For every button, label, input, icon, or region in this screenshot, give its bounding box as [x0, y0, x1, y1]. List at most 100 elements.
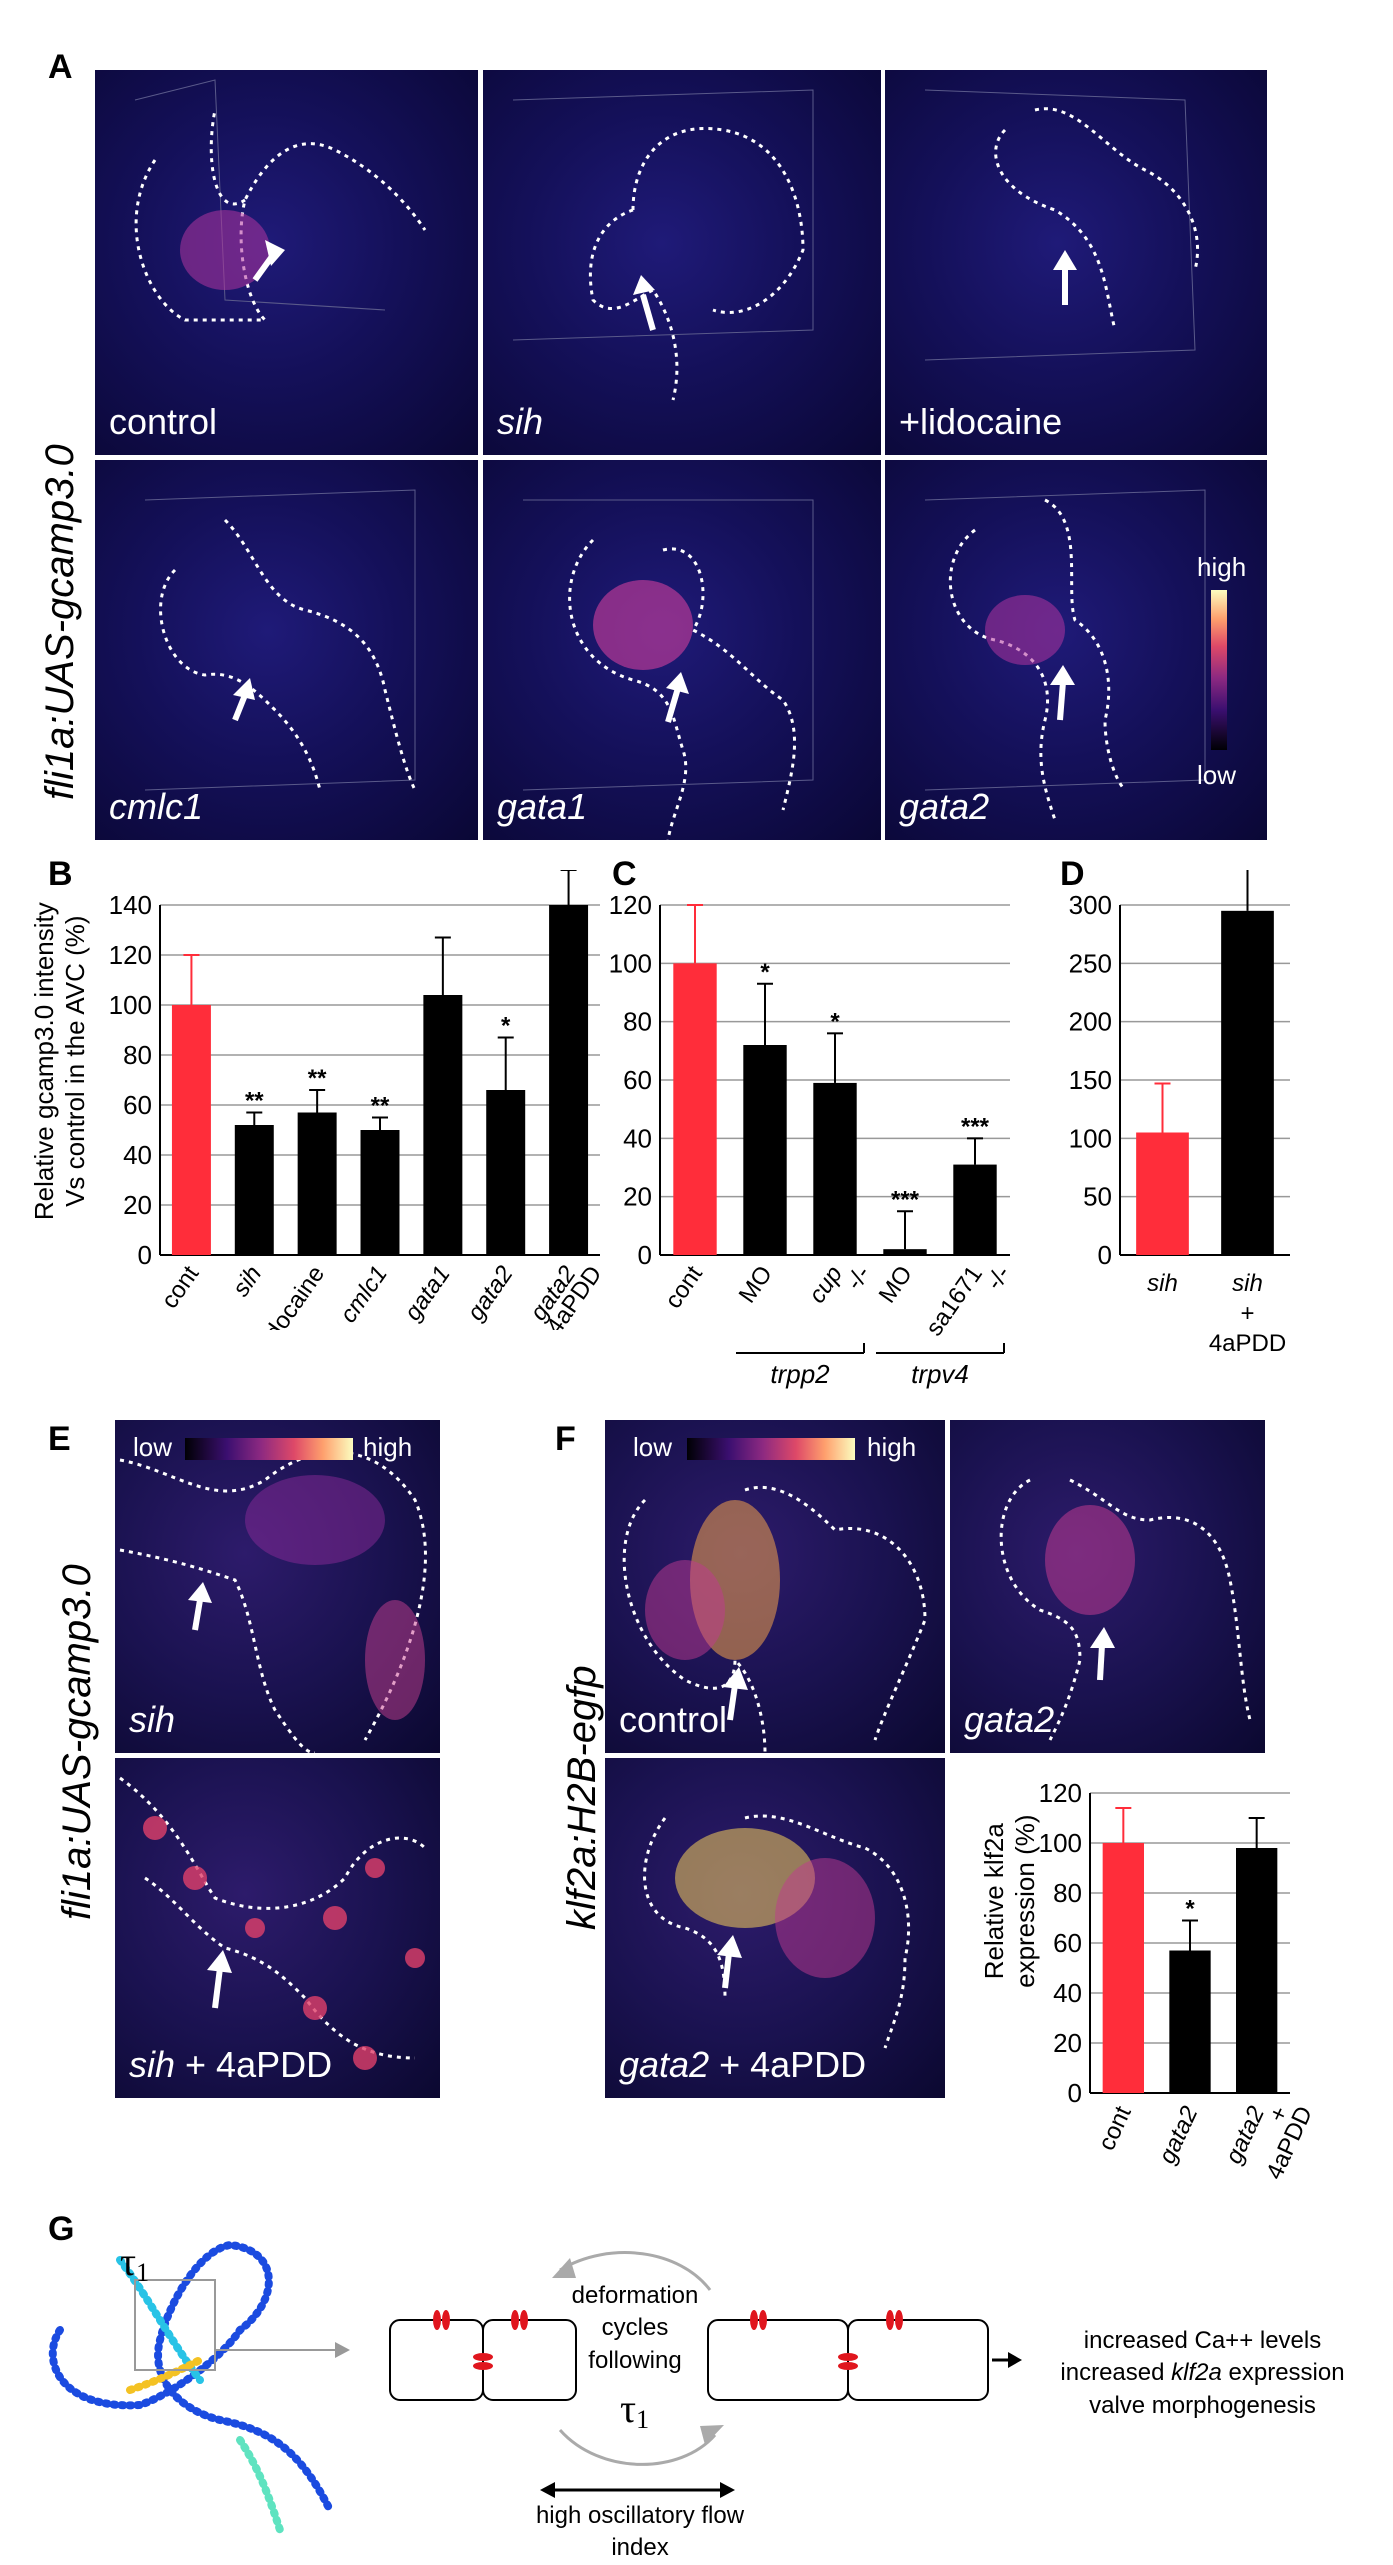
panel-a-y-label: fli1a:UAS-gcamp3.0: [38, 444, 82, 800]
y-tick-label: 120: [609, 890, 652, 920]
panel-label-f: F: [555, 1420, 576, 1458]
image-label-gata1: gata1: [497, 786, 588, 827]
panel-label-e: E: [48, 1420, 71, 1458]
micro-a-sih: sih: [483, 70, 881, 455]
panel-label-b: B: [48, 855, 73, 893]
y-tick-label: 100: [109, 990, 152, 1020]
x-tick-label: cont: [1093, 2102, 1137, 2155]
y-tick-label: 140: [109, 890, 152, 920]
bar: [549, 905, 589, 1255]
y-tick-label: 40: [1053, 1978, 1082, 2008]
x-tick-label: sih: [1232, 1270, 1263, 1297]
bar: [1221, 910, 1274, 1255]
image-label-control: control: [109, 401, 218, 442]
significance-label: **: [371, 1093, 390, 1120]
oscillatory-line-1: high oscillatory flow: [535, 2502, 745, 2529]
colorbar-e-high: high: [363, 1432, 413, 1462]
significance-label: **: [308, 1065, 327, 1092]
colorbar-e: [185, 1438, 353, 1460]
x-tick-label: 4aPDD: [1209, 1330, 1286, 1357]
y-tick-label: 0: [1068, 2078, 1082, 2108]
panel-f-y-label: klf2a:H2B-egfp: [560, 1665, 604, 1930]
deformation-cycles-text: deformation cycles following: [560, 2280, 710, 2377]
cycle-arc-top-head: [552, 2258, 576, 2278]
x-tick-label: cmlc1: [335, 1261, 393, 1328]
panel-label-c: C: [612, 855, 637, 893]
x-tick-label: MO: [734, 1261, 778, 1308]
chart-f: 0 20 40 60 80 100 120 * cont gata2 gata2 +4aPDD: [1030, 1768, 1350, 2193]
micro-e-sih-4apdd: sih + 4aPDD: [115, 1758, 440, 2098]
significance-label: *: [564, 870, 574, 872]
cycle-arc-bottom-head: [700, 2425, 724, 2445]
panel-f-y-axis-label-line1: Relative klf2a: [978, 1823, 1009, 1980]
bar: [1169, 1950, 1211, 2093]
bar: [234, 1125, 274, 1255]
bar: [883, 1249, 927, 1255]
panel-label-g: G: [48, 2210, 75, 2248]
x-tick-label: cont: [156, 1261, 204, 1314]
colorbar-a: [1211, 590, 1227, 750]
tau-symbol-middle: τ1: [620, 2386, 649, 2434]
y-tick-label: 0: [138, 1240, 152, 1270]
outcome-text: increased Ca++ levels increased klf2a ex…: [1030, 2325, 1375, 2422]
trajectory-zoom-arrowhead: [335, 2342, 350, 2358]
y-tick-label: 100: [609, 948, 652, 978]
significance-label: *: [830, 1008, 840, 1035]
image-label-e-4apdd-part: + 4aPDD: [175, 2044, 333, 2085]
group-trpp2-label: trpp2: [770, 1359, 830, 1389]
image-label-f-gata2-part: gata2: [619, 2044, 710, 2085]
y-tick-label: 60: [1053, 1928, 1082, 1958]
image-label-e-sih: sih: [129, 1699, 176, 1740]
y-tick-label: 100: [1069, 1123, 1112, 1153]
x-tick-label: -/-: [841, 1261, 876, 1295]
y-tick-label: 80: [123, 1040, 152, 1070]
chart-c: 0 20 40 60 80 100 120 * * *** *** cont MO cup -/- MO sa1…: [590, 870, 1050, 1415]
image-label-sih: sih: [497, 401, 544, 442]
x-tick-label: cont: [660, 1261, 708, 1314]
bar: [1102, 1843, 1144, 2093]
bar: [1236, 1848, 1278, 2093]
oscillatory-flow-text: high oscillatory flow index: [515, 2500, 765, 2565]
outcome-line-2b: klf2a: [1171, 2359, 1222, 2387]
outcome-arrowhead: [1008, 2352, 1022, 2368]
bar: [171, 1005, 211, 1255]
colorbar-a-low: low: [1197, 760, 1237, 790]
panel-b-y-label-line1: Relative gcamp3.0 intensity: [28, 902, 59, 1221]
trajectory-zoom-box: [134, 2279, 216, 2371]
chart-b-svg: 020406080100120140********contsihlidocai…: [109, 845, 608, 1354]
tau-middle-glyph: τ: [620, 2386, 636, 2431]
bar: [486, 1090, 526, 1255]
cycle-arc-bottom: [558, 2429, 717, 2466]
panel-g-svg: τ1 τ1: [48, 2239, 1022, 2534]
image-label-f-gata2: gata2: [964, 1699, 1055, 1740]
y-tick-label: 100: [1039, 1828, 1082, 1858]
outcome-line-2a: increased: [1060, 2359, 1172, 2387]
micro-e-sih: low high sih: [115, 1420, 440, 1753]
oscillation-arrow-left: [540, 2482, 555, 2498]
bar: [360, 1130, 400, 1255]
y-tick-label: 20: [623, 1182, 652, 1212]
group-trpv4-label: trpv4: [911, 1359, 969, 1389]
bar: [743, 1045, 787, 1255]
image-label-e-sih-4apdd: sih + 4aPDD: [129, 2044, 332, 2086]
significance-label: ***: [891, 1186, 920, 1213]
colorbar-a-high: high: [1197, 552, 1247, 582]
x-tick-label: lidocaine: [254, 1261, 330, 1330]
micro-f-control: low high control: [605, 1420, 945, 1753]
y-tick-label: 250: [1069, 948, 1112, 978]
panel-b-y-label: Relative gcamp3.0 intensity Vs control i…: [29, 891, 91, 1231]
x-tick-label: sih: [1147, 1270, 1178, 1297]
significance-label: *: [760, 959, 770, 986]
y-tick-label: 120: [1039, 1778, 1082, 1808]
cycle-arc-top: [559, 2251, 712, 2291]
image-label-e-sih-part: sih: [129, 2044, 176, 2085]
y-tick-label: 60: [623, 1065, 652, 1095]
y-tick-label: 120: [109, 940, 152, 970]
panel-label-a: A: [48, 48, 73, 86]
y-tick-label: 80: [1053, 1878, 1082, 1908]
micro-a-lidocaine: +lidocaine: [885, 70, 1267, 455]
colorbar-e-low: low: [133, 1432, 173, 1462]
cell-pair-before: [389, 2310, 577, 2401]
panel-b-y-label-line2: Vs control in the AVC (%): [60, 915, 90, 1207]
